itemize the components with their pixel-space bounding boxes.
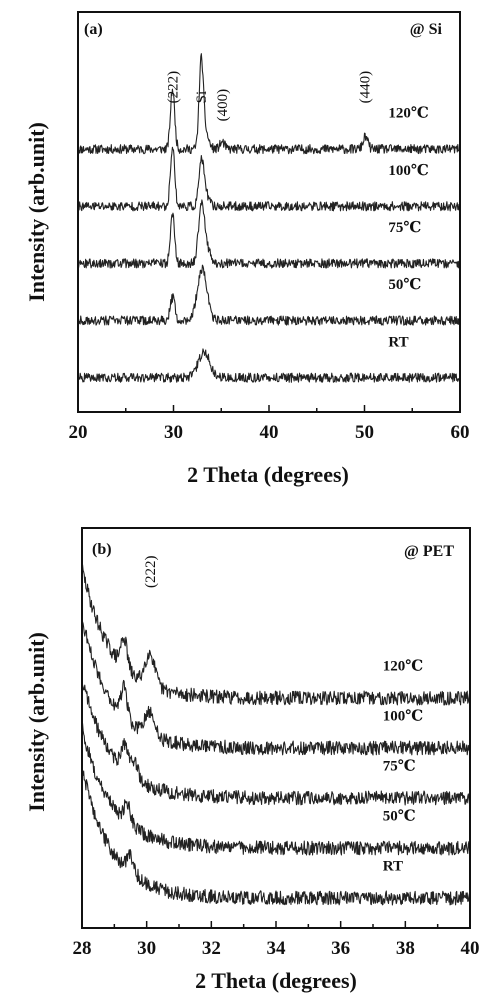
panel-b-label: (b) — [92, 541, 112, 558]
panel-a-xtick-label: 20 — [69, 422, 88, 443]
panel-b-substrate-label: @ PET — [404, 543, 454, 560]
panel-a-xtick-label: 30 — [164, 422, 183, 443]
panel-b-xtick-label: 32 — [202, 938, 221, 959]
panel-a-peak-label: (222) — [166, 71, 182, 104]
panel-a-frame — [77, 11, 461, 413]
panel-b-series-line — [81, 722, 471, 856]
panel-b-series-label: 75℃ — [383, 759, 416, 775]
panel-b-xtick-label: 40 — [461, 938, 480, 959]
panel-b-xtick-label: 28 — [73, 938, 92, 959]
panel-b-chart: Intensity (arb.unit) 2 Theta (degrees) (… — [24, 527, 480, 993]
panel-b-ylabel: Intensity (arb.unit) — [24, 632, 49, 812]
panel-a-series-line — [77, 53, 461, 155]
panel-b-series-line — [81, 770, 471, 906]
panel-a-series-label: 100℃ — [388, 163, 429, 179]
panel-b-xlabel: 2 Theta (degrees) — [195, 968, 357, 993]
panel-a-series-line — [77, 348, 461, 383]
panel-a-xlabel: 2 Theta (degrees) — [187, 462, 349, 487]
panel-a-peak-label: (400) — [215, 89, 231, 122]
panel-b-peak-label: (222) — [143, 556, 159, 589]
panel-b-series-label: 100℃ — [383, 709, 424, 725]
panel-b-xtick-label: 34 — [267, 938, 287, 959]
panel-a-xtick-label: 40 — [260, 422, 279, 443]
panel-b-frame — [81, 527, 471, 929]
panel-b-series-line — [81, 564, 471, 706]
panel-a-xtick-label: 50 — [355, 422, 374, 443]
panel-b-xtick-label: 30 — [137, 938, 156, 959]
panel-b-series-line — [81, 680, 471, 806]
panel-a-series-label: 75℃ — [388, 220, 421, 236]
panel-a-ylabel: Intensity (arb.unit) — [24, 122, 49, 302]
panel-a-series-line — [77, 264, 461, 326]
panel-a-series-label: 50℃ — [388, 277, 421, 293]
panel-a-substrate-label: @ Si — [410, 21, 443, 38]
panel-a-series-label: RT — [388, 334, 408, 350]
panel-a-xtick-label: 60 — [451, 422, 470, 443]
panel-a-peak-label: (440) — [358, 71, 374, 104]
panel-b-series-label: 50℃ — [383, 809, 416, 825]
panel-a-peak-label: Si — [194, 91, 210, 104]
panel-a-series-line — [77, 199, 461, 269]
panel-b-xtick-label: 38 — [396, 938, 415, 959]
panel-b-series-line — [81, 621, 471, 756]
panel-a-series-line — [77, 146, 461, 212]
panel-b-series-label: RT — [383, 859, 403, 875]
panel-a-series-label: 120℃ — [388, 106, 429, 122]
panel-b-series-label: 120℃ — [383, 659, 424, 675]
panel-b-xtick-label: 36 — [331, 938, 350, 959]
panel-a-chart: Intensity (arb.unit) 2 Theta (degrees) (… — [24, 11, 470, 487]
panel-a-label: (a) — [84, 21, 103, 38]
